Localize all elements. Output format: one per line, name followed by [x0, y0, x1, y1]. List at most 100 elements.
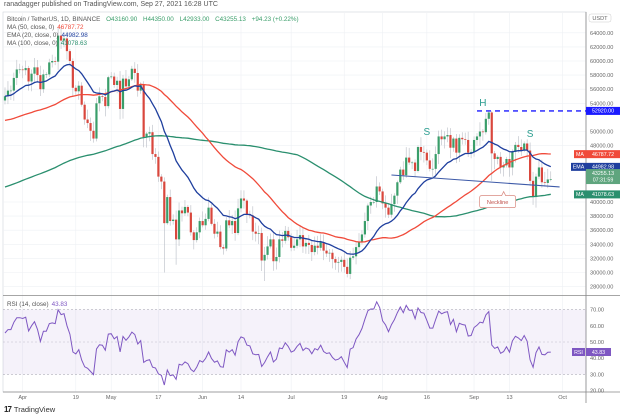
candle[interactable] [231, 221, 234, 226]
candle[interactable] [352, 256, 355, 258]
candle[interactable] [484, 118, 487, 133]
candle[interactable] [487, 112, 490, 119]
candle[interactable] [467, 139, 470, 153]
candle[interactable] [546, 179, 549, 183]
price-axis[interactable]: 64000.00 62000.00 60000.00 58000.00 56000.00… [590, 31, 613, 291]
candle[interactable] [172, 219, 175, 222]
candle[interactable] [27, 68, 30, 82]
candle[interactable] [51, 61, 54, 63]
candle[interactable] [239, 198, 243, 209]
candle[interactable] [475, 136, 479, 140]
candle[interactable] [293, 245, 296, 248]
candle[interactable] [437, 136, 440, 155]
candle[interactable] [505, 158, 508, 166]
candle[interactable] [201, 221, 204, 226]
candle[interactable] [110, 76, 113, 78]
candle[interactable] [284, 230, 287, 241]
candle[interactable] [281, 239, 284, 241]
candle[interactable] [328, 252, 331, 254]
candle[interactable] [537, 167, 541, 177]
legend-ma50[interactable]: MA (50, close, 0) 46787.72 [7, 24, 84, 31]
candle[interactable] [133, 68, 136, 73]
candle[interactable] [384, 203, 387, 208]
candle[interactable] [242, 198, 246, 201]
candle[interactable] [490, 112, 493, 154]
candle[interactable] [198, 221, 201, 233]
candle[interactable] [363, 221, 366, 235]
candle[interactable] [195, 232, 198, 241]
candle[interactable] [177, 210, 181, 240]
candle[interactable] [319, 242, 322, 248]
candle[interactable] [192, 232, 195, 241]
candle[interactable] [113, 76, 116, 85]
candle[interactable] [98, 96, 101, 104]
candle[interactable] [186, 206, 189, 213]
candle[interactable] [357, 242, 361, 248]
candle[interactable] [304, 242, 307, 247]
candle[interactable] [269, 239, 272, 247]
candle[interactable] [118, 80, 122, 109]
candle[interactable] [121, 78, 125, 109]
candle[interactable] [295, 239, 299, 246]
candle[interactable] [511, 151, 514, 168]
candle[interactable] [74, 87, 77, 92]
candle[interactable] [48, 62, 51, 75]
candle[interactable] [531, 180, 535, 198]
candle[interactable] [154, 154, 157, 157]
candle[interactable] [15, 69, 18, 78]
candle[interactable] [478, 131, 482, 137]
candle[interactable] [310, 245, 313, 253]
candle[interactable] [381, 191, 384, 204]
candle[interactable] [12, 77, 15, 91]
candle[interactable] [183, 206, 187, 214]
candle[interactable] [393, 195, 396, 205]
candle[interactable] [68, 51, 71, 61]
candle[interactable] [449, 135, 452, 148]
candle[interactable] [549, 179, 552, 180]
candle[interactable] [346, 266, 349, 274]
candle[interactable] [461, 137, 464, 140]
candle[interactable] [127, 79, 130, 87]
candle[interactable] [287, 230, 290, 238]
legend-rsi[interactable]: RSI (14, close) 43.83 [7, 301, 68, 308]
candle[interactable] [534, 176, 538, 198]
candle[interactable] [316, 245, 319, 248]
candle[interactable] [57, 35, 60, 62]
candle[interactable] [257, 233, 260, 234]
candle[interactable] [517, 144, 520, 148]
candle[interactable] [180, 210, 184, 214]
ema20-line[interactable] [4, 63, 552, 255]
candle[interactable] [166, 197, 169, 224]
candle[interactable] [396, 182, 399, 196]
candle[interactable] [369, 202, 372, 206]
legend-ema20[interactable]: EMA (20, close, 0) 44982.98 [7, 32, 88, 39]
candle[interactable] [313, 245, 316, 253]
candle[interactable] [402, 169, 405, 176]
tradingview-logo[interactable]: 17 TradingView [4, 405, 55, 414]
candle[interactable] [222, 247, 225, 249]
candle[interactable] [219, 231, 222, 248]
candle[interactable] [21, 69, 24, 71]
candle[interactable] [526, 143, 529, 151]
candle[interactable] [77, 85, 80, 92]
time-axis[interactable]: Apr 19 May 17 Jun 14 Jul 19 Aug 16 Sep 13 Oct [18, 395, 567, 401]
candle[interactable] [136, 72, 139, 91]
candle[interactable] [260, 233, 263, 261]
candle[interactable] [452, 138, 455, 148]
candle[interactable] [160, 176, 163, 182]
candle[interactable] [354, 247, 358, 257]
candle[interactable] [124, 78, 128, 87]
candle[interactable] [425, 152, 428, 161]
currency-badge[interactable] [588, 13, 612, 23]
candle[interactable] [337, 261, 340, 263]
candle[interactable] [9, 90, 12, 92]
candle[interactable] [470, 151, 473, 153]
candle[interactable] [307, 242, 310, 246]
candle[interactable] [322, 242, 325, 251]
candle[interactable] [290, 237, 293, 248]
rsi-axis[interactable]: 70.00 60.00 50.00 40.00 30.00 20.00 [590, 308, 604, 395]
candle[interactable] [251, 215, 254, 232]
candle[interactable] [254, 231, 257, 234]
candle[interactable] [207, 207, 210, 219]
candle[interactable] [145, 133, 148, 138]
